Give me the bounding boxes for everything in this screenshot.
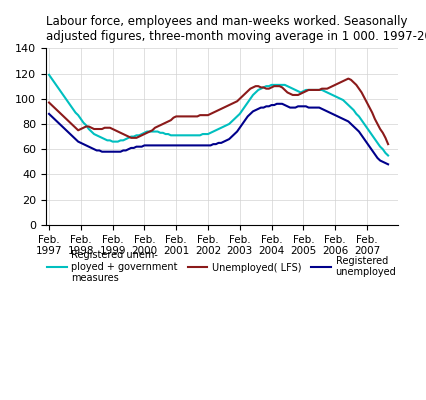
- Text: Labour force, employees and man-weeks worked. Seasonally
adjusted figures, three: Labour force, employees and man-weeks wo…: [46, 15, 426, 43]
- Legend: Registered unem-
ployed + government
measures, Unemployed( LFS), Registered
unem: Registered unem- ployed + government mea…: [43, 246, 400, 287]
